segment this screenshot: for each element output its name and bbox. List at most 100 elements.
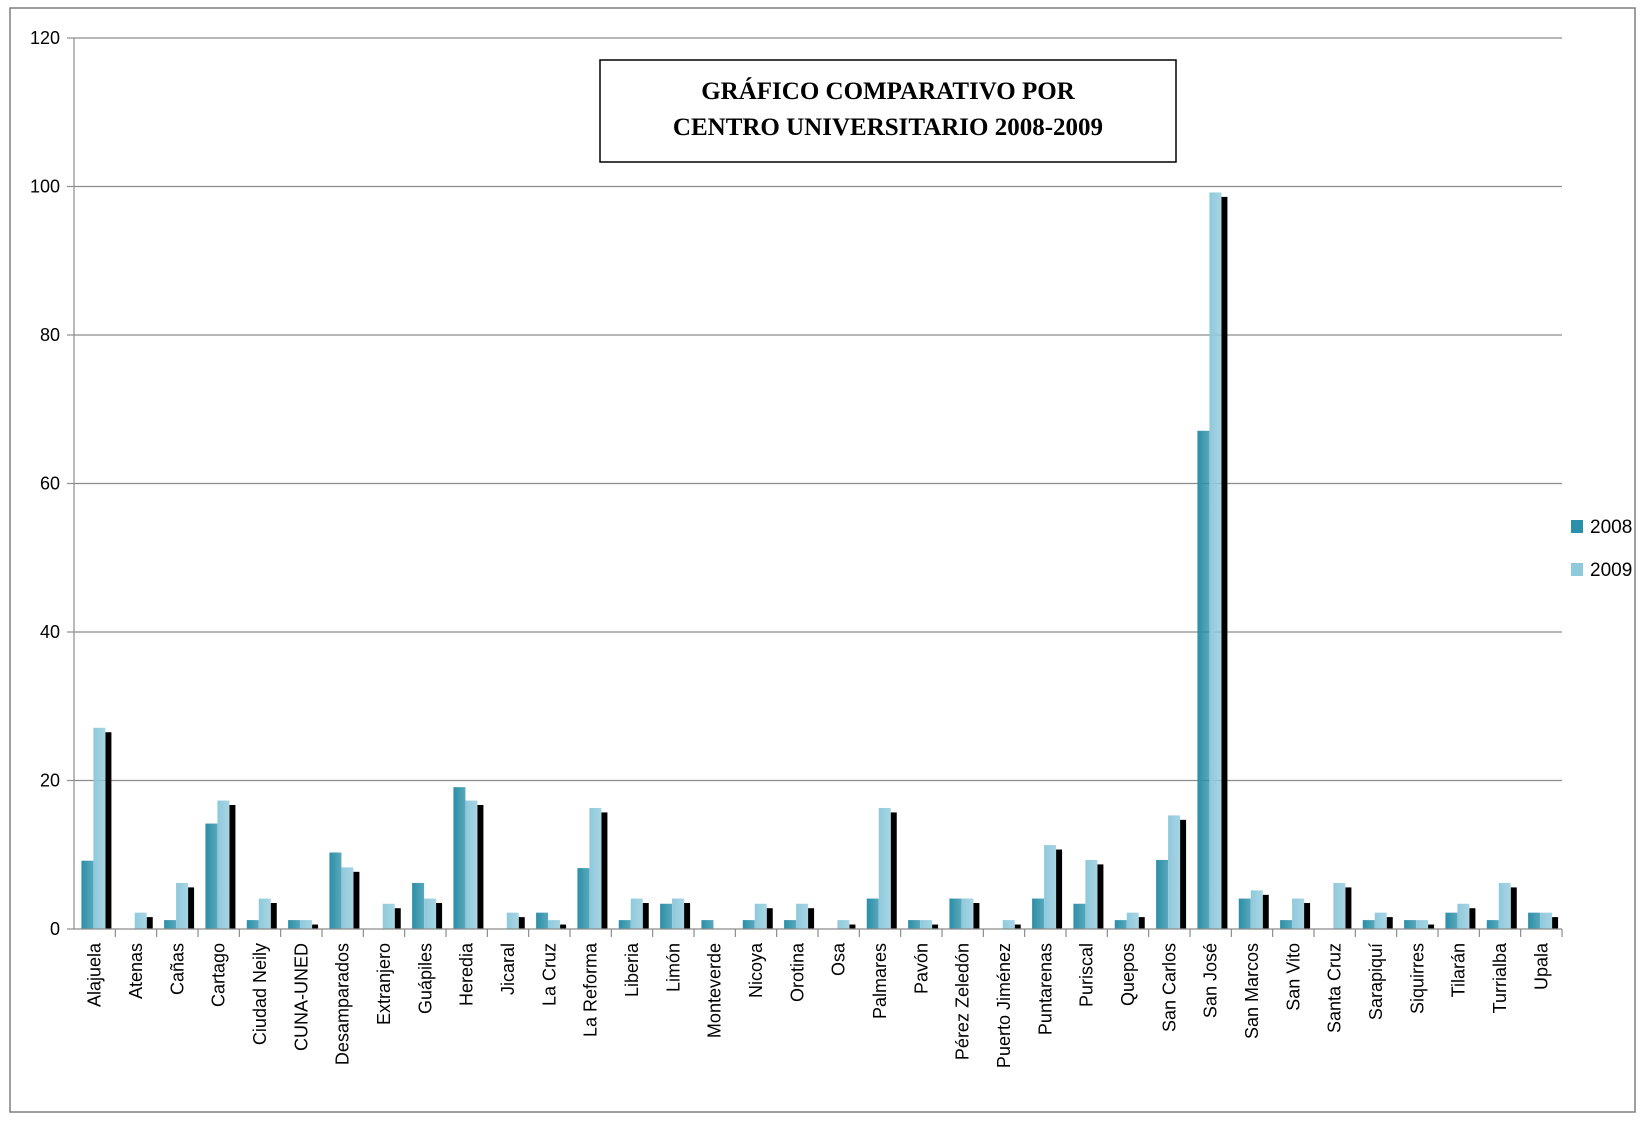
- title-border: [599, 59, 1177, 163]
- bar-2009: [961, 898, 974, 929]
- bar-2009: [1374, 912, 1387, 929]
- bar-2009: [1209, 192, 1222, 929]
- bar-2009: [1292, 898, 1305, 929]
- bar-side-2009: [312, 924, 319, 929]
- bar-2008: [618, 920, 631, 929]
- bar-2009: [589, 807, 602, 929]
- bar-2009: [1044, 845, 1057, 929]
- bar-side-2009: [1428, 924, 1435, 929]
- bar-2008: [949, 898, 962, 929]
- y-tick-label: 100: [30, 177, 60, 197]
- bar-2008: [164, 920, 177, 929]
- chart-title-line-1: GRÁFICO COMPARATIVO POR: [701, 77, 1075, 105]
- bar-2009: [920, 920, 933, 929]
- x-category-label: Pavón: [911, 943, 931, 994]
- bar-2009: [341, 867, 354, 929]
- bar-2009: [93, 727, 106, 929]
- bar-side-2009: [477, 805, 484, 929]
- bar-side-2009: [1221, 196, 1228, 929]
- bar-2008: [660, 903, 673, 929]
- gridlines: [74, 37, 1562, 782]
- bar-2009: [134, 912, 147, 929]
- x-category-label: Limón: [663, 943, 683, 992]
- chart-title-line-2: CENTRO UNIVERSITARIO 2008-2009: [673, 114, 1103, 141]
- y-tick-label: 120: [30, 28, 60, 48]
- bar-2009: [1250, 890, 1263, 929]
- bar-2009: [754, 903, 767, 929]
- x-category-label: Osa: [829, 942, 849, 976]
- bar-side-2009: [932, 924, 939, 929]
- bar-side-2009: [353, 871, 360, 929]
- axes: [67, 37, 1563, 937]
- bar-2008: [246, 920, 259, 929]
- y-tick-labels: 0 20 40 60 80 100 120: [30, 28, 60, 939]
- bar-side-2009: [642, 903, 649, 929]
- bar-2008: [1528, 912, 1541, 929]
- bar-side-2009: [560, 924, 567, 929]
- bar-2008: [1486, 920, 1499, 929]
- x-category-labels: Alajuela Atenas Cañas Cartago Ciudad Neily CU…: [85, 942, 1552, 1068]
- bar-2008: [742, 920, 755, 929]
- bar-2009: [1002, 920, 1015, 929]
- x-category-label: Nicoya: [746, 942, 766, 998]
- x-category-label: Pérez Zeledón: [953, 943, 973, 1060]
- bar-2008: [1362, 920, 1375, 929]
- x-category-label: Jicaral: [498, 943, 518, 995]
- bar-2008: [329, 852, 342, 929]
- bar-side-2009: [188, 887, 195, 929]
- bar-2009: [672, 898, 685, 929]
- bar-2009: [1085, 859, 1098, 929]
- bar-2009: [878, 807, 891, 929]
- x-category-label: Puntarenas: [1035, 943, 1055, 1035]
- x-category-label: La Cruz: [539, 943, 559, 1006]
- bar-2008: [1445, 912, 1458, 929]
- bar-side-2009: [684, 903, 691, 929]
- bar-side-2009: [973, 903, 980, 929]
- x-category-label: Monteverde: [705, 943, 725, 1038]
- bar-2008: [1156, 859, 1169, 929]
- bar-2009: [1457, 903, 1470, 929]
- x-category-label: Tilarán: [1449, 943, 1469, 997]
- bar-side-2009: [146, 917, 153, 929]
- bar-2008: [1197, 430, 1210, 929]
- x-category-label: Siquirres: [1407, 943, 1427, 1014]
- bar-2008: [288, 920, 301, 929]
- bar-2009: [1498, 882, 1511, 929]
- bar-side-2009: [1510, 887, 1517, 929]
- bar-2008: [1114, 920, 1127, 929]
- bar-side-2009: [1262, 894, 1269, 929]
- bar-side-2009: [1345, 887, 1352, 929]
- x-category-label: Atenas: [126, 943, 146, 999]
- bar-2008: [908, 920, 921, 929]
- bar-2008: [866, 898, 879, 929]
- bar-2009: [1333, 882, 1346, 929]
- legend-label-2008: 2008: [1590, 517, 1632, 538]
- legend: 2008 2009: [1571, 517, 1632, 581]
- x-category-label: San Carlos: [1159, 943, 1179, 1032]
- bar-2009: [465, 800, 478, 929]
- bar-2008: [81, 860, 94, 929]
- x-category-label: CUNA-UNED: [291, 943, 311, 1051]
- y-tick-label: 80: [40, 325, 60, 345]
- bar-side-2009: [229, 805, 236, 929]
- bar-2009: [796, 903, 809, 929]
- y-tick-label: 0: [50, 919, 60, 939]
- bar-side-2009: [518, 917, 525, 929]
- bar-side-2009: [1138, 917, 1145, 929]
- bar-2009: [837, 920, 850, 929]
- x-category-label: San Marcos: [1242, 943, 1262, 1039]
- bar-2009: [1416, 920, 1429, 929]
- bar-2009: [424, 898, 437, 929]
- bar-2009: [176, 882, 189, 929]
- bar-side-2009: [1304, 903, 1311, 929]
- bar-2008: [1032, 898, 1045, 929]
- x-category-label: Alajuela: [85, 942, 105, 1007]
- bar-2008: [412, 882, 425, 929]
- bar-2009: [548, 920, 561, 929]
- x-category-label: Upala: [1531, 942, 1551, 990]
- bar-side-2009: [808, 908, 815, 929]
- chart-title-box: GRÁFICO COMPARATIVO POR CENTRO UNIVERSIT…: [599, 59, 1177, 163]
- bar-2008: [1404, 920, 1417, 929]
- x-category-label: Ciudad Neily: [250, 943, 270, 1045]
- bar-side-2009: [766, 908, 773, 929]
